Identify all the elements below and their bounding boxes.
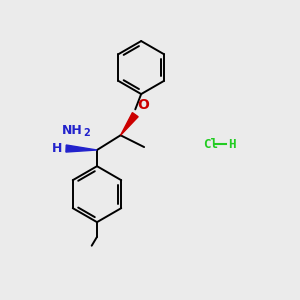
Polygon shape bbox=[121, 112, 138, 135]
Text: O: O bbox=[137, 98, 148, 112]
Polygon shape bbox=[66, 145, 97, 152]
Text: H: H bbox=[228, 138, 236, 151]
Text: 2: 2 bbox=[83, 128, 90, 138]
Text: NH: NH bbox=[61, 124, 82, 137]
Text: Cl: Cl bbox=[203, 138, 218, 151]
Text: H: H bbox=[52, 142, 63, 155]
